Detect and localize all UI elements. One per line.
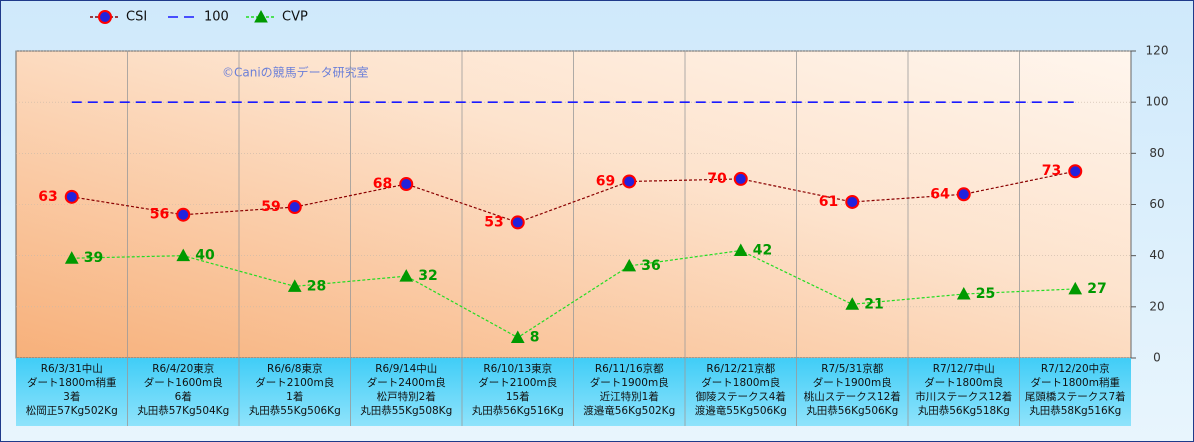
- marker: [287, 279, 302, 292]
- data-label: 27: [1087, 281, 1106, 297]
- x-tick-label: 近江特別1着: [600, 390, 659, 403]
- series-line: [71, 249, 1076, 339]
- x-tick-label: 3着: [63, 390, 80, 403]
- marker: [733, 243, 748, 257]
- x-tick-label: 6着: [175, 390, 192, 403]
- marker: [399, 177, 414, 192]
- data-label: 39: [84, 250, 103, 266]
- x-tick-label: R6/9/14中山: [375, 362, 437, 375]
- x-tick-label: ダート1800m良: [701, 376, 780, 389]
- legend-label: CVP: [282, 10, 308, 25]
- data-label: 63: [38, 189, 57, 205]
- data-label: 73: [1042, 163, 1061, 179]
- x-tick-label: ダート1900m良: [813, 376, 892, 389]
- x-tick-label: 丸田恭55Kg508Kg: [360, 404, 452, 417]
- x-tick-label: 1着: [286, 390, 303, 403]
- data-label: 21: [864, 296, 883, 312]
- marker: [176, 207, 191, 222]
- marker: [399, 269, 414, 282]
- annotation: ©Caniの競馬データ研究室: [222, 65, 369, 80]
- x-tick-label: 丸田恭55Kg506Kg: [249, 404, 341, 417]
- data-label: 61: [819, 194, 838, 210]
- x-tick-label: ダート2100m良: [478, 376, 557, 389]
- marker: [1068, 281, 1083, 295]
- x-tick-label: 15着: [506, 390, 530, 403]
- x-tick-label: 丸田恭56Kg506Kg: [806, 404, 898, 417]
- x-tick-label: 市川ステークス12着: [915, 390, 1012, 403]
- x-tick-label: ダート1900m良: [590, 376, 669, 389]
- x-tick-label: 渡邉竜55Kg506Kg: [695, 404, 787, 417]
- data-label: 56: [150, 207, 169, 223]
- data-label: 28: [307, 278, 326, 294]
- data-label: 59: [261, 199, 280, 215]
- marker: [510, 330, 525, 344]
- x-tick-label: 丸田恭58Kg516Kg: [1029, 404, 1121, 417]
- x-tick-label: R6/11/16京都: [595, 362, 664, 375]
- y-tick-label: 40: [1149, 248, 1164, 262]
- data-label: 64: [930, 186, 950, 202]
- data-label: 32: [418, 268, 437, 284]
- data-label: 40: [195, 248, 215, 264]
- y-tick-label: 80: [1149, 146, 1164, 160]
- marker: [98, 10, 112, 24]
- x-tick-label: 渡邉竜56Kg502Kg: [583, 404, 675, 417]
- data-label: 36: [641, 258, 660, 274]
- marker: [510, 215, 525, 230]
- marker: [1068, 164, 1083, 179]
- x-tick-label: ダート2400m良: [367, 376, 446, 389]
- x-tick-label: ダート1800m稍重: [1031, 376, 1120, 389]
- x-tick-label: R7/12/7中山: [933, 362, 995, 375]
- x-tick-label: 尾頭橋ステークス7着: [1025, 390, 1126, 403]
- x-tick-label: 御陵ステークス4着: [696, 390, 786, 403]
- y-tick-label: 60: [1149, 197, 1164, 211]
- x-tick-label: ダート1800m稍重: [27, 376, 116, 389]
- marker: [622, 174, 637, 189]
- legend-label: 100: [204, 10, 229, 25]
- data-label: 70: [707, 171, 727, 187]
- x-tick-label: R6/3/31中山: [41, 362, 103, 375]
- x-tick-label: R7/12/20中京: [1041, 362, 1110, 375]
- legend-label: CSI: [126, 10, 147, 25]
- legend: CSI 100 CVP: [90, 10, 308, 25]
- data-label: 53: [484, 214, 503, 230]
- x-tick-label: R6/4/20東京: [152, 362, 214, 375]
- x-tick-label: 丸田恭56Kg518Kg: [918, 404, 1010, 417]
- data-label: 68: [373, 176, 392, 192]
- x-tick-label: 丸田恭57Kg504Kg: [137, 404, 229, 417]
- marker: [287, 200, 302, 215]
- marker: [956, 286, 971, 300]
- y-tick-label: 20: [1149, 299, 1164, 313]
- marker: [622, 258, 637, 272]
- marker: [845, 297, 860, 310]
- data-label: 25: [976, 286, 995, 302]
- x-tick-label: ダート1600m良: [144, 376, 223, 389]
- x-tick-label: 桃山ステークス12着: [804, 390, 901, 403]
- x-tick-label: R6/10/13東京: [483, 362, 552, 375]
- x-tick-label: R6/12/21京都: [706, 362, 775, 375]
- x-tick-label: R7/5/31京都: [821, 362, 884, 375]
- data-label: 8: [530, 330, 540, 346]
- x-tick-label: 丸田恭56Kg516Kg: [472, 404, 564, 417]
- y-tick-label: 0: [1153, 351, 1161, 365]
- marker: [176, 248, 191, 262]
- y-tick-label: 120: [1146, 44, 1169, 58]
- marker: [64, 251, 79, 264]
- marker: [254, 9, 268, 23]
- x-tick-label: ダート2100m良: [255, 376, 334, 389]
- marker: [64, 189, 79, 204]
- marker: [956, 187, 971, 202]
- data-label: 42: [753, 243, 772, 259]
- series-line: [71, 170, 1076, 224]
- x-tick-label: 松戸特別2着: [377, 390, 436, 403]
- x-tick-label: ダート1800m良: [924, 376, 1003, 389]
- marker: [733, 171, 748, 186]
- y-tick-label: 100: [1146, 95, 1169, 109]
- x-tick-label: R6/6/8東京: [267, 362, 322, 375]
- data-label: 69: [596, 173, 615, 189]
- x-tick-label: 松岡正57Kg502Kg: [26, 404, 118, 417]
- marker: [845, 194, 860, 209]
